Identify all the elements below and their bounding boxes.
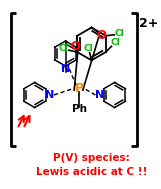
Text: Ph: Ph	[71, 105, 86, 114]
Text: 2+: 2+	[139, 17, 158, 30]
Text: P: P	[74, 82, 84, 95]
Text: N: N	[45, 90, 55, 100]
Text: O: O	[96, 29, 106, 42]
Text: O: O	[70, 40, 80, 53]
Text: N: N	[95, 90, 104, 100]
Text: P(V) species:: P(V) species:	[53, 153, 130, 163]
Text: Lewis acidic at C !!: Lewis acidic at C !!	[36, 167, 147, 177]
Text: N: N	[61, 64, 70, 74]
Text: Cl: Cl	[110, 38, 120, 47]
Text: Cl: Cl	[84, 44, 94, 53]
Text: Cl: Cl	[114, 29, 124, 38]
Text: Cl: Cl	[59, 44, 69, 53]
